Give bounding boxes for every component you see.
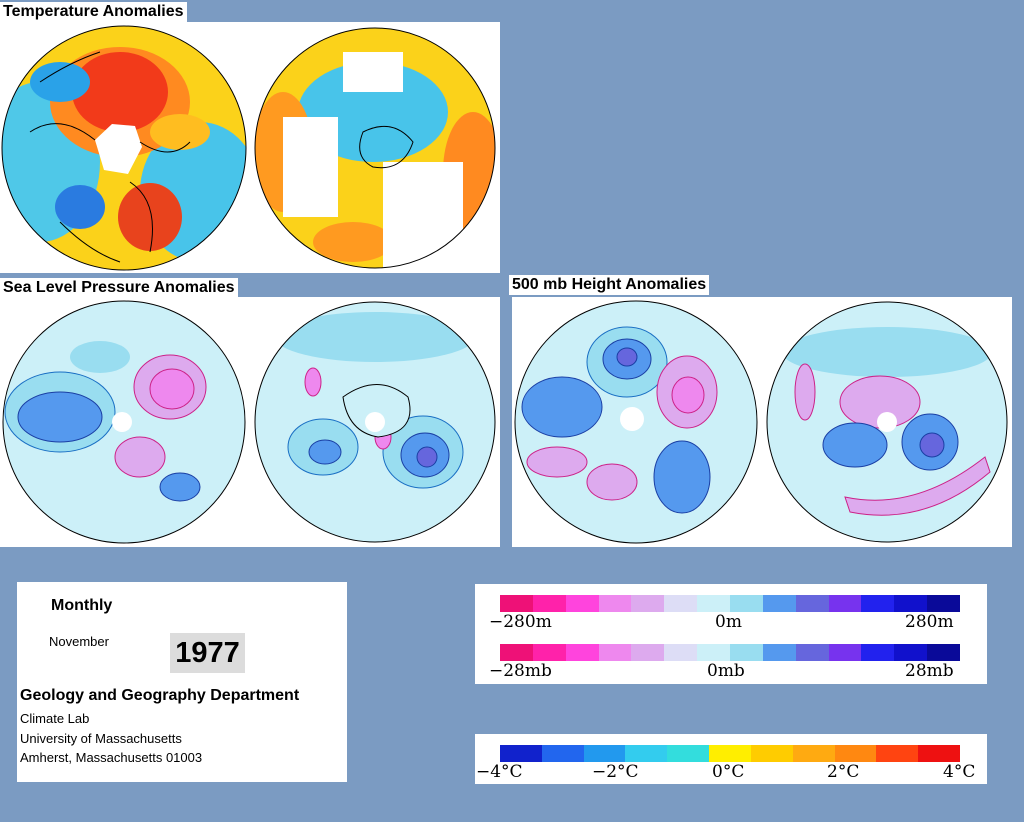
temperature-tick-minus4: −4°C <box>476 762 523 782</box>
temperature-ramp-swatch-3 <box>583 745 626 762</box>
temperature-ramp-swatch-8 <box>792 745 835 762</box>
pressure-ramp-swatch-11 <box>828 644 862 661</box>
slp-anomalies-title: Sea Level Pressure Anomalies <box>0 278 238 298</box>
height-ramp-swatch-9 <box>762 595 796 612</box>
height500-anomalies-title: 500 mb Height Anomalies <box>509 275 710 295</box>
pressure-ramp-swatch-8 <box>730 644 763 661</box>
pressure-ramp-swatch-3 <box>565 644 599 661</box>
height-ramp-swatch-11 <box>828 595 862 612</box>
pressure-ramp-swatch-10 <box>795 644 829 661</box>
height-mid-label: 0m <box>715 612 742 632</box>
height-ramp-swatch-2 <box>532 595 566 612</box>
lab-label: Climate Lab <box>20 711 90 726</box>
pressure-ramp-swatch-12 <box>861 644 895 661</box>
temperature-legend: −4°C −2°C 0°C 2°C 4°C <box>475 734 987 784</box>
university-label: University of Massachusetts <box>20 731 182 746</box>
pressure-ramp-swatch-14 <box>927 644 961 661</box>
pressure-ramp-swatch-2 <box>532 644 566 661</box>
height-ramp-swatch-6 <box>664 595 698 612</box>
pressure-max-label: 28mb <box>905 661 954 681</box>
height-min-label: −280m <box>489 612 552 632</box>
temperature-southern-hemisphere-map <box>254 27 496 269</box>
pressure-ramp-swatch-13 <box>894 644 928 661</box>
height-ramp-swatch-7 <box>697 595 731 612</box>
height-ramp-swatch-13 <box>894 595 928 612</box>
temperature-ramp-swatch-11 <box>918 745 960 762</box>
height-color-ramp <box>500 595 961 612</box>
month-label: November <box>49 634 109 649</box>
temperature-tick-minus2: −2°C <box>592 762 639 782</box>
height-ramp-swatch-14 <box>927 595 961 612</box>
height-ramp-swatch-3 <box>565 595 599 612</box>
year-label: 1977 <box>170 633 245 673</box>
height-max-label: 280m <box>905 612 954 632</box>
temperature-ramp-swatch-2 <box>541 745 584 762</box>
height-ramp-swatch-1 <box>500 595 533 612</box>
height-ramp-swatch-10 <box>795 595 829 612</box>
pressure-ramp-swatch-9 <box>762 644 796 661</box>
height-ramp-swatch-4 <box>598 595 632 612</box>
pressure-ramp-swatch-6 <box>664 644 698 661</box>
temperature-ramp-swatch-9 <box>834 745 877 762</box>
height500-northern-hemisphere-map <box>514 300 758 544</box>
height500-southern-hemisphere-map <box>766 301 1008 543</box>
pressure-ramp-swatch-4 <box>598 644 632 661</box>
pressure-mid-label: 0mb <box>707 661 745 681</box>
address-label: Amherst, Massachusetts 01003 <box>20 750 203 765</box>
temperature-tick-0: 0°C <box>712 762 745 782</box>
temperature-ramp-swatch-6 <box>709 745 751 762</box>
period-label: Monthly <box>51 597 113 614</box>
pressure-min-label: −28mb <box>489 661 552 681</box>
temperature-northern-hemisphere-map <box>1 25 247 271</box>
pressure-ramp-swatch-1 <box>500 644 533 661</box>
pressure-ramp-swatch-5 <box>631 644 665 661</box>
temperature-tick-4: 4°C <box>943 762 976 782</box>
temperature-ramp-swatch-10 <box>876 745 919 762</box>
height-ramp-swatch-5 <box>631 595 665 612</box>
temperature-color-ramp <box>500 745 960 762</box>
height500-anomalies-panel <box>512 297 1012 547</box>
temperature-anomalies-panel <box>0 22 500 273</box>
info-box: Monthly November 1977 Geology and Geogra… <box>17 582 347 782</box>
slp-southern-hemisphere-map <box>254 301 496 543</box>
temperature-tick-2: 2°C <box>827 762 860 782</box>
slp-northern-hemisphere-map <box>2 300 246 544</box>
height-ramp-swatch-8 <box>730 595 763 612</box>
temperature-ramp-swatch-5 <box>667 745 710 762</box>
height-ramp-swatch-12 <box>861 595 895 612</box>
pressure-color-ramp <box>500 644 961 661</box>
department-label: Geology and Geography Department <box>20 687 300 704</box>
height-pressure-legend: −280m 0m 280m −28mb 0mb 28mb <box>475 584 987 684</box>
temperature-ramp-swatch-4 <box>625 745 668 762</box>
temperature-ramp-swatch-7 <box>750 745 793 762</box>
temperature-ramp-swatch-1 <box>500 745 542 762</box>
pressure-ramp-swatch-7 <box>697 644 731 661</box>
slp-anomalies-panel <box>0 297 500 547</box>
temperature-anomalies-title: Temperature Anomalies <box>0 2 187 22</box>
